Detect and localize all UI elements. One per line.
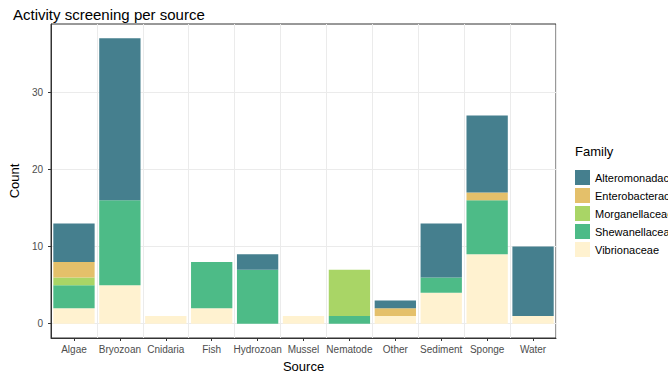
svg-text:Sponge: Sponge — [470, 344, 505, 355]
svg-text:Bryozoan: Bryozoan — [99, 344, 141, 355]
svg-text:Mussel: Mussel — [288, 344, 320, 355]
svg-text:Shewanellaceae: Shewanellaceae — [595, 226, 668, 238]
svg-text:Morganellaceae: Morganellaceae — [595, 208, 668, 220]
svg-text:Enterobacteraceae: Enterobacteraceae — [595, 190, 668, 202]
svg-text:Vibrionaceae: Vibrionaceae — [595, 244, 659, 256]
svg-text:Cnidaria: Cnidaria — [147, 344, 185, 355]
svg-text:Water: Water — [520, 344, 547, 355]
svg-text:Activity screening per source: Activity screening per source — [13, 6, 205, 23]
svg-text:Nematode: Nematode — [326, 344, 373, 355]
svg-text:Count: Count — [7, 163, 22, 198]
svg-text:Family: Family — [575, 144, 614, 159]
svg-text:Fish: Fish — [202, 344, 221, 355]
svg-text:Hydrozoan: Hydrozoan — [233, 344, 281, 355]
svg-text:Source: Source — [283, 359, 324, 374]
svg-text:Alteromonadaceae: Alteromonadaceae — [595, 172, 668, 184]
svg-text:30: 30 — [32, 87, 44, 98]
svg-text:10: 10 — [32, 241, 44, 252]
svg-text:20: 20 — [32, 164, 44, 175]
svg-text:0: 0 — [37, 318, 43, 329]
svg-text:Algae: Algae — [61, 344, 87, 355]
svg-text:Sediment: Sediment — [420, 344, 462, 355]
svg-text:Other: Other — [383, 344, 409, 355]
